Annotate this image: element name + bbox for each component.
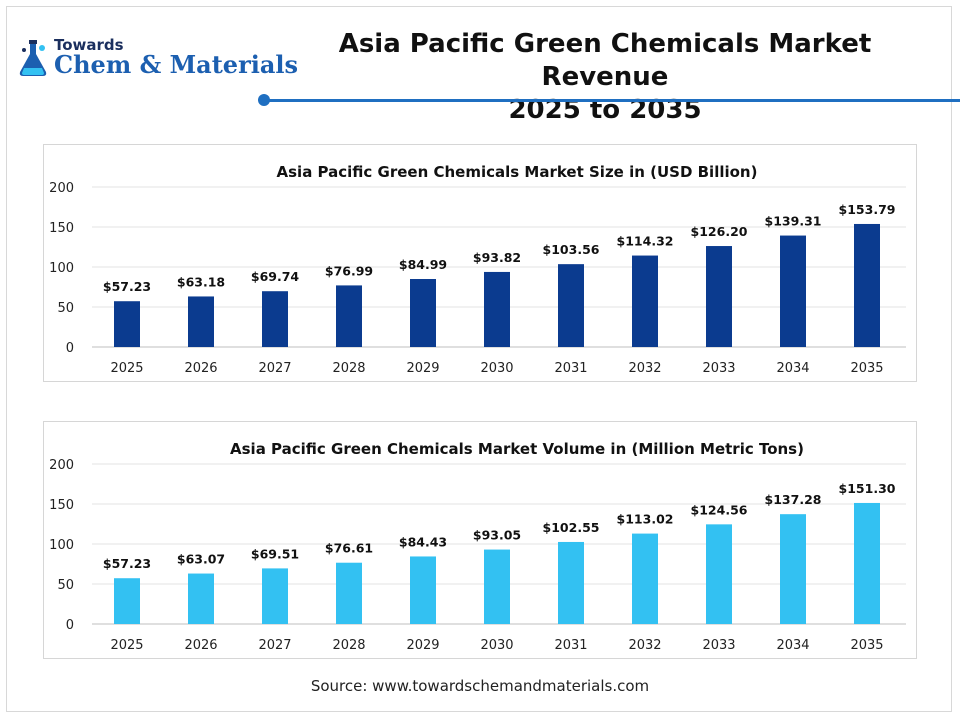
bar-value-label: $76.61 (325, 541, 373, 556)
logo-line-2: Chem & Materials (54, 50, 299, 79)
market-volume-chart: Asia Pacific Green Chemicals Market Volu… (49, 440, 906, 653)
bar-value-label: $57.23 (103, 556, 151, 571)
y-tick-label: 50 (57, 578, 74, 593)
x-tick-label: 2029 (406, 638, 439, 653)
x-tick-label: 2027 (258, 638, 291, 653)
market-size-chart: Asia Pacific Green Chemicals Market Size… (49, 163, 906, 376)
bar-value-label: $69.74 (251, 269, 300, 284)
bar (188, 296, 214, 347)
bar (336, 285, 362, 347)
title-underline-dot (258, 94, 270, 106)
y-tick-label: 100 (49, 538, 74, 553)
market-size-chart-panel: Asia Pacific Green Chemicals Market Size… (43, 144, 917, 382)
bar (188, 573, 214, 624)
bar-value-label: $63.18 (177, 274, 225, 289)
bar (632, 533, 658, 624)
bar-value-label: $93.05 (473, 528, 521, 543)
bar (854, 502, 880, 624)
bar (484, 549, 510, 624)
source-note: Source: www.towardschemandmaterials.com (310, 677, 650, 695)
bar-value-label: $137.28 (765, 492, 822, 507)
y-tick-label: 100 (49, 261, 74, 276)
bar-value-label: $126.20 (691, 224, 748, 239)
bar (336, 562, 362, 624)
x-tick-label: 2032 (628, 638, 661, 653)
bar (262, 291, 288, 347)
page-title-line-1: Asia Pacific Green Chemicals Market Reve… (338, 29, 872, 92)
bar-value-label: $124.56 (691, 502, 748, 517)
flask-logo-icon (19, 40, 47, 76)
bar (558, 264, 584, 347)
x-tick-label: 2029 (406, 361, 439, 376)
y-tick-label: 150 (49, 221, 74, 236)
x-tick-label: 2033 (702, 638, 735, 653)
bar-value-label: $113.02 (617, 512, 674, 527)
bar (114, 578, 140, 624)
chart-title: Asia Pacific Green Chemicals Market Volu… (230, 440, 804, 458)
bar-value-label: $103.56 (543, 242, 600, 257)
bar (780, 514, 806, 624)
bar (262, 568, 288, 624)
x-tick-label: 2031 (554, 361, 587, 376)
bar-value-label: $139.31 (765, 214, 822, 229)
x-tick-label: 2035 (850, 361, 883, 376)
x-tick-label: 2030 (480, 638, 513, 653)
bar (706, 524, 732, 624)
x-tick-label: 2025 (110, 361, 143, 376)
market-volume-chart-panel: Asia Pacific Green Chemicals Market Volu… (43, 421, 917, 659)
bar (558, 541, 584, 624)
bar (484, 271, 510, 347)
y-tick-label: 0 (66, 341, 74, 356)
page-frame (6, 6, 952, 712)
page-title: Asia Pacific Green Chemicals Market Reve… (290, 28, 920, 127)
bar-value-label: $102.55 (543, 520, 600, 535)
title-underline (262, 99, 960, 102)
y-tick-label: 200 (49, 181, 74, 196)
bar-value-label: $153.79 (839, 202, 896, 217)
bar (410, 279, 436, 347)
x-tick-label: 2034 (776, 361, 809, 376)
x-tick-label: 2031 (554, 638, 587, 653)
bar-value-label: $114.32 (617, 234, 674, 249)
x-tick-label: 2028 (332, 361, 365, 376)
bar (854, 223, 880, 347)
x-tick-label: 2032 (628, 361, 661, 376)
logo-line-1: Towards (54, 36, 124, 54)
bar (114, 301, 140, 347)
bar (632, 255, 658, 347)
x-tick-label: 2027 (258, 361, 291, 376)
x-tick-label: 2028 (332, 638, 365, 653)
x-tick-label: 2035 (850, 638, 883, 653)
y-tick-label: 200 (49, 458, 74, 473)
x-tick-label: 2026 (184, 361, 217, 376)
chart-title: Asia Pacific Green Chemicals Market Size… (277, 163, 758, 181)
y-tick-label: 150 (49, 498, 74, 513)
bar-value-label: $76.99 (325, 263, 373, 278)
brand-logo: Towards Chem & Materials (16, 34, 298, 82)
bar (780, 235, 806, 347)
bar-value-label: $93.82 (473, 250, 521, 265)
y-tick-label: 50 (57, 301, 74, 316)
x-tick-label: 2026 (184, 638, 217, 653)
y-tick-label: 0 (66, 618, 74, 633)
bar-value-label: $69.51 (251, 546, 299, 561)
bar-value-label: $84.99 (399, 257, 447, 272)
bar-value-label: $84.43 (399, 534, 447, 549)
x-tick-label: 2033 (702, 361, 735, 376)
bar (410, 556, 436, 624)
x-tick-label: 2030 (480, 361, 513, 376)
bar-value-label: $151.30 (839, 481, 896, 496)
x-tick-label: 2025 (110, 638, 143, 653)
bar-value-label: $57.23 (103, 279, 151, 294)
bar-value-label: $63.07 (177, 552, 225, 567)
bar (706, 246, 732, 347)
x-tick-label: 2034 (776, 638, 809, 653)
